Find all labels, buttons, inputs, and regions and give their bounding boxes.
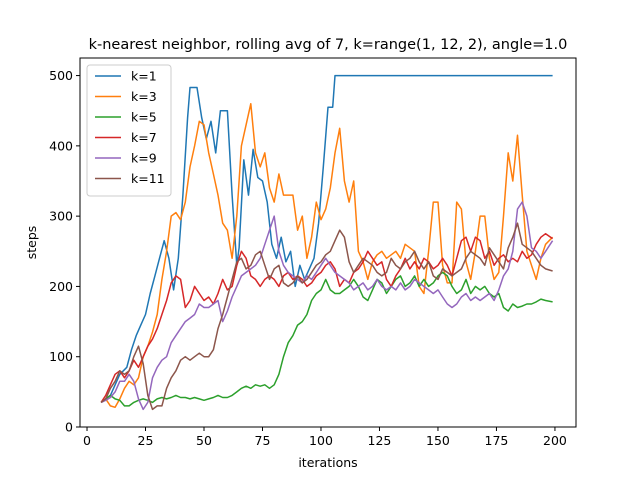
legend: k=1 k=3 k=5 k=7 k=9 k=11 bbox=[86, 64, 172, 197]
x-tick-label: 200 bbox=[543, 433, 567, 448]
x-tick-label: 175 bbox=[485, 433, 509, 448]
legend-label-k=3: k=3 bbox=[131, 89, 157, 104]
x-tick-label: 75 bbox=[255, 433, 271, 448]
y-tick-label: 400 bbox=[49, 138, 73, 153]
y-tick-label: 500 bbox=[49, 68, 73, 83]
y-axis: 0 100 200 300 400 500 bbox=[49, 68, 80, 435]
series-line-k=7 bbox=[100, 232, 554, 403]
legend-label-k=7: k=7 bbox=[131, 130, 157, 145]
legend-label-k=9: k=9 bbox=[131, 151, 157, 166]
series-line-k=11 bbox=[100, 222, 553, 411]
x-tick-label: 25 bbox=[138, 433, 154, 448]
chart-title: k-nearest neighbor, rolling avg of 7, k=… bbox=[89, 37, 568, 53]
x-tick-label: 100 bbox=[309, 433, 333, 448]
legend-box bbox=[86, 64, 172, 197]
legend-label-k=1: k=1 bbox=[131, 69, 157, 84]
x-axis-label: iterations bbox=[298, 455, 357, 470]
x-axis: 0 25 50 75 100 125 150 175 200 bbox=[83, 427, 567, 448]
y-tick-label: 0 bbox=[65, 420, 73, 435]
series-layer bbox=[100, 74, 554, 411]
x-tick-label: 125 bbox=[368, 433, 392, 448]
x-tick-label: 50 bbox=[196, 433, 212, 448]
x-tick-label: 0 bbox=[83, 433, 91, 448]
y-tick-label: 100 bbox=[49, 349, 73, 364]
y-tick-label: 300 bbox=[49, 209, 73, 224]
series-line-k=9 bbox=[100, 201, 554, 411]
y-axis-label: steps bbox=[24, 226, 39, 260]
series-line-k=3 bbox=[100, 102, 554, 409]
series-line-k=5 bbox=[100, 271, 553, 407]
plot-frame bbox=[79, 57, 577, 428]
x-tick-label: 150 bbox=[426, 433, 450, 448]
legend-label-k=11: k=11 bbox=[131, 171, 165, 186]
y-tick-label: 200 bbox=[49, 279, 73, 294]
legend-label-k=5: k=5 bbox=[131, 110, 157, 125]
